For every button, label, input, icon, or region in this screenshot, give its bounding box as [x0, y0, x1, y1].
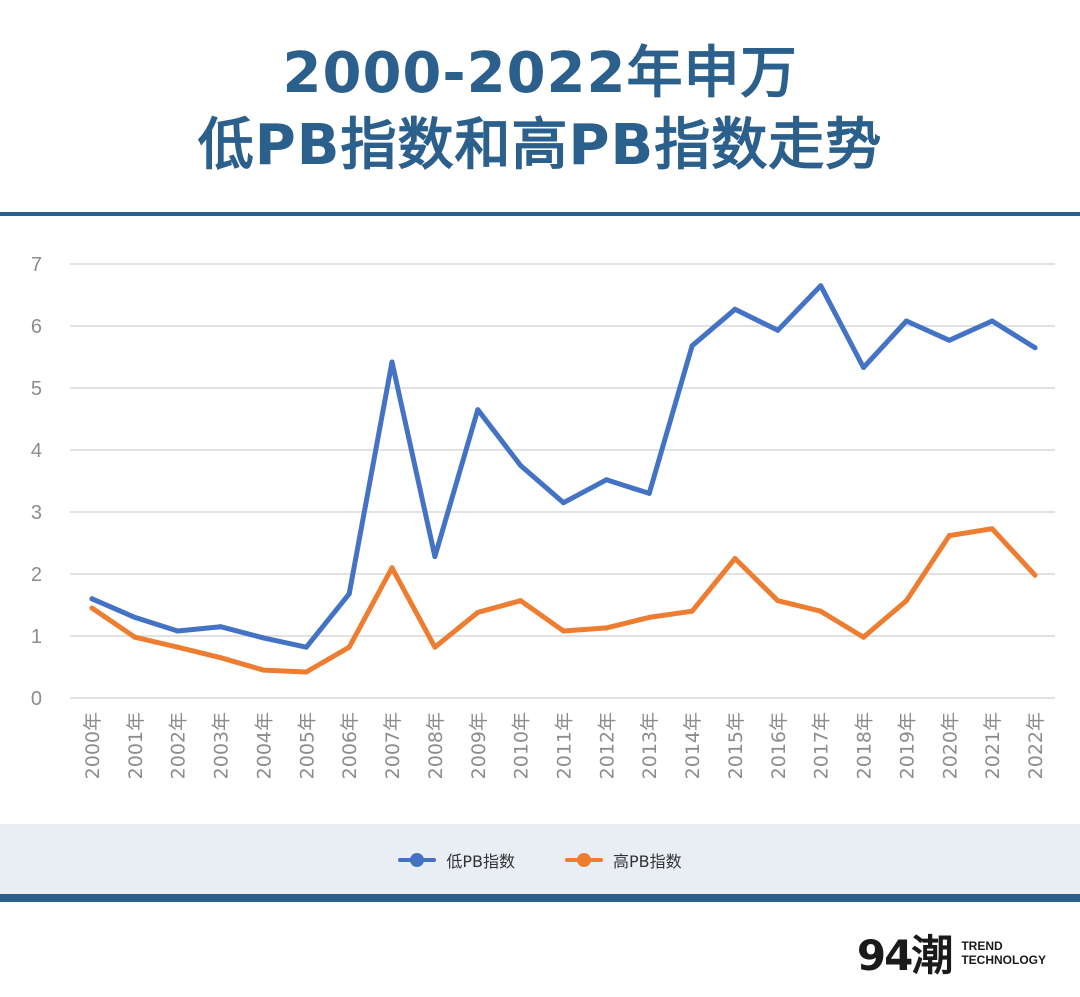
y-tick-label-7: 7 — [31, 254, 42, 276]
data-point-low-pb-21 — [989, 318, 995, 324]
data-point-low-pb-6 — [346, 591, 352, 597]
x-tick-label-2: 2002年 — [168, 712, 190, 779]
x-tick-label-0: 2000年 — [82, 712, 104, 779]
x-tick-label-8: 2008年 — [425, 712, 447, 779]
data-point-high-pb-6 — [346, 644, 352, 650]
legend-band: 低PB指数 高PB指数 — [0, 824, 1080, 894]
legend-item-low-pb: 低PB指数 — [398, 848, 515, 872]
data-point-high-pb-3 — [218, 655, 224, 661]
data-point-high-pb-19 — [903, 598, 909, 604]
x-tick-label-17: 2017年 — [811, 712, 833, 779]
data-point-high-pb-5 — [303, 669, 309, 675]
x-tick-label-10: 2010年 — [511, 712, 533, 779]
x-tick-label-9: 2009年 — [468, 712, 490, 779]
x-tick-label-15: 2015年 — [725, 712, 747, 779]
data-point-low-pb-0 — [89, 596, 95, 602]
brand-logo: 94潮 TREND TECHNOLOGY — [857, 922, 1046, 983]
brand-line-1: TREND — [961, 938, 1003, 953]
y-tick-label-4: 4 — [31, 440, 42, 462]
data-point-low-pb-9 — [475, 407, 481, 413]
data-point-low-pb-1 — [132, 614, 138, 620]
data-point-high-pb-18 — [861, 634, 867, 640]
legend-label-high-pb: 高PB指数 — [613, 852, 682, 871]
y-tick-label-5: 5 — [31, 378, 42, 400]
data-point-low-pb-5 — [303, 644, 309, 650]
chart-title-line-2: 低PB指数和高PB指数走势 — [197, 113, 883, 178]
x-tick-label-5: 2005年 — [296, 712, 318, 779]
data-point-low-pb-22 — [1032, 345, 1038, 351]
x-tick-label-6: 2006年 — [339, 712, 361, 779]
x-tick-label-14: 2014年 — [682, 712, 704, 779]
brand-line-2: TECHNOLOGY — [961, 952, 1046, 967]
x-tick-label-18: 2018年 — [854, 712, 876, 779]
chart-title-line-1: 2000-2022年申万 — [282, 41, 798, 106]
x-tick-label-21: 2021年 — [982, 712, 1004, 779]
data-point-low-pb-19 — [903, 318, 909, 324]
y-tick-label-0: 0 — [31, 688, 42, 710]
title-block: 2000-2022年申万 低PB指数和高PB指数走势 — [0, 0, 1080, 212]
data-point-high-pb-20 — [946, 533, 952, 539]
x-tick-label-11: 2011年 — [554, 712, 576, 779]
y-tick-label-2: 2 — [31, 564, 42, 586]
data-point-high-pb-11 — [561, 628, 566, 634]
data-point-low-pb-13 — [646, 490, 652, 496]
data-point-low-pb-15 — [732, 306, 738, 312]
data-point-low-pb-3 — [218, 624, 224, 630]
x-tick-label-22: 2022年 — [1025, 712, 1047, 779]
data-point-high-pb-9 — [475, 609, 481, 615]
data-point-high-pb-8 — [432, 644, 438, 650]
bottom-divider — [0, 894, 1080, 902]
y-tick-label-6: 6 — [31, 316, 42, 338]
data-point-low-pb-10 — [518, 463, 524, 468]
data-point-low-pb-18 — [861, 365, 867, 371]
data-point-low-pb-4 — [260, 635, 266, 641]
legend-label-low-pb: 低PB指数 — [446, 852, 515, 871]
data-point-high-pb-14 — [689, 608, 695, 614]
x-tick-label-7: 2007年 — [382, 712, 404, 779]
data-point-high-pb-16 — [775, 598, 781, 604]
data-point-high-pb-0 — [89, 605, 95, 611]
data-point-low-pb-12 — [603, 477, 609, 483]
line-chart: 0 1 2 3 4 5 6 7 2000年 2001年 2002年 2003年 2004年 2005年 20… — [31, 254, 1055, 779]
data-point-high-pb-22 — [1032, 572, 1038, 578]
series-line-high-pb — [89, 526, 1038, 675]
data-point-high-pb-2 — [175, 644, 181, 650]
data-point-low-pb-20 — [946, 337, 952, 343]
y-tick-label-1: 1 — [31, 626, 42, 648]
data-point-high-pb-15 — [732, 556, 738, 561]
y-tick-label-3: 3 — [31, 502, 42, 524]
data-point-high-pb-21 — [989, 526, 995, 532]
legend-item-high-pb: 高PB指数 — [565, 848, 682, 872]
x-tick-label-20: 2020年 — [939, 712, 961, 779]
x-tick-label-12: 2012年 — [596, 712, 618, 779]
x-tick-label-4: 2004年 — [253, 712, 275, 779]
x-tick-label-19: 2019年 — [896, 712, 918, 779]
data-point-high-pb-13 — [646, 614, 652, 620]
data-point-low-pb-8 — [432, 554, 438, 560]
brand-text: TREND TECHNOLOGY — [961, 939, 1046, 967]
legend-swatch-high-pb — [565, 853, 603, 867]
x-tick-label-3: 2003年 — [211, 712, 233, 779]
top-divider — [0, 212, 1080, 216]
data-point-low-pb-17 — [818, 283, 824, 289]
data-point-high-pb-17 — [818, 608, 824, 614]
data-point-low-pb-16 — [775, 327, 781, 333]
data-point-low-pb-14 — [689, 343, 695, 349]
data-point-high-pb-12 — [603, 625, 609, 631]
data-point-high-pb-4 — [260, 667, 266, 673]
series-line-low-pb — [89, 283, 1038, 650]
data-point-low-pb-2 — [175, 628, 181, 634]
data-point-low-pb-7 — [389, 359, 395, 365]
brand-mark: 94潮 — [856, 931, 953, 980]
legend-swatch-low-pb — [398, 853, 437, 867]
data-point-high-pb-7 — [389, 565, 395, 571]
x-tick-label-13: 2013年 — [639, 712, 661, 779]
data-point-high-pb-1 — [132, 634, 138, 640]
x-tick-label-1: 2001年 — [125, 712, 147, 779]
chart-legend: 低PB指数 高PB指数 — [0, 848, 1080, 872]
x-tick-label-16: 2016年 — [768, 712, 790, 779]
data-point-high-pb-10 — [518, 598, 524, 604]
data-point-low-pb-11 — [561, 500, 566, 506]
